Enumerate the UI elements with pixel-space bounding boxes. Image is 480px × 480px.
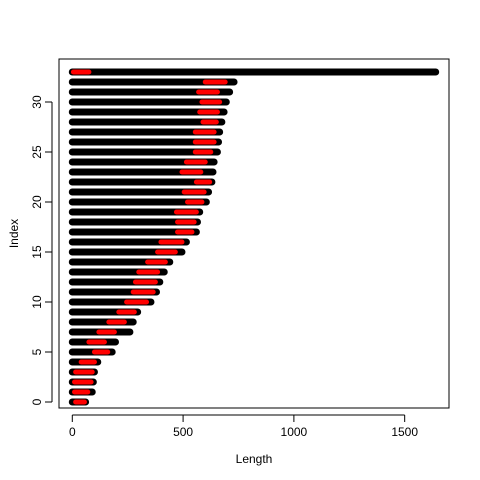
y-tick-label: 20 [30, 195, 44, 209]
plot-frame [58, 58, 450, 409]
y-tick-label: 15 [30, 245, 44, 259]
y-tick-label: 0 [30, 398, 44, 405]
y-tick-label: 30 [30, 95, 44, 109]
highlights-layer [70, 69, 228, 405]
y-tick-label: 5 [30, 348, 44, 355]
x-tick-label: 1500 [391, 425, 418, 439]
x-axis-title: Length [236, 452, 273, 466]
x-axis: 0 500 1000 1500 [69, 414, 418, 439]
y-tick-label: 10 [30, 295, 44, 309]
y-tick-label: 25 [30, 145, 44, 159]
x-tick-label: 1000 [281, 425, 308, 439]
y-axis: 0 5 10 15 20 25 30 [30, 95, 53, 405]
y-axis-title: Index [7, 219, 21, 248]
x-tick-label: 0 [69, 425, 76, 439]
x-tick-label: 500 [173, 425, 193, 439]
